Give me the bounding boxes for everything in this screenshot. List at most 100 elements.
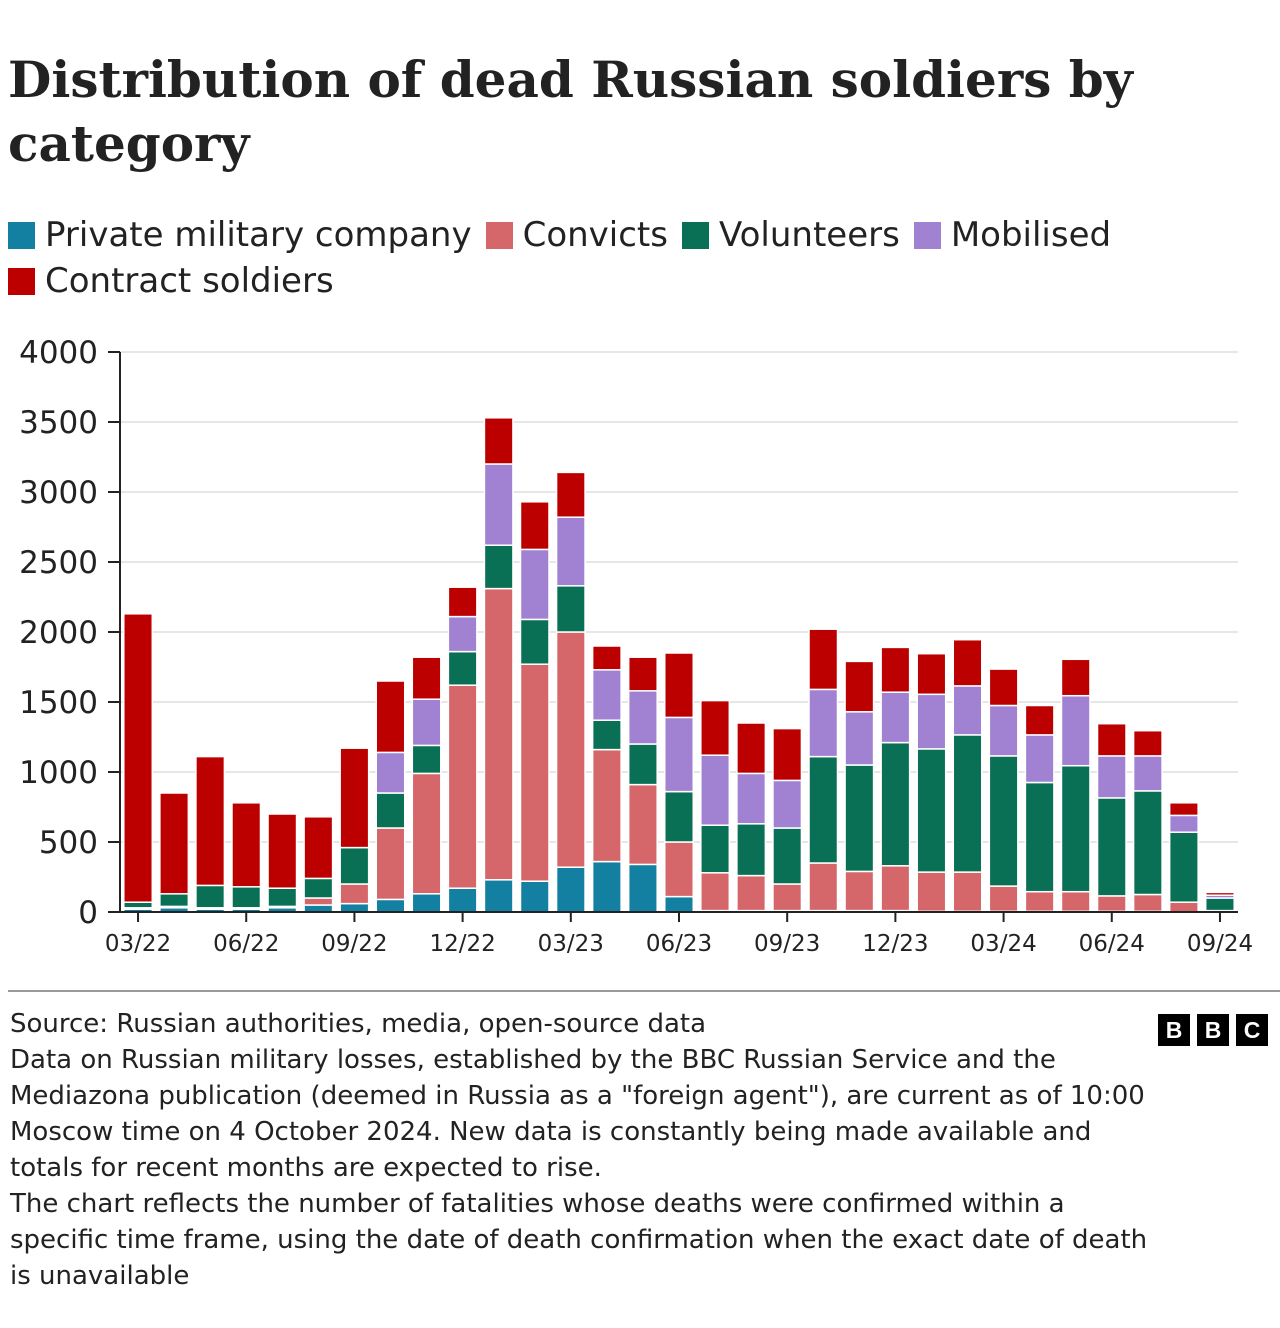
bar-segment <box>519 880 550 913</box>
bar-segment <box>952 734 983 873</box>
legend: Private military company Convicts Volunt… <box>8 212 1268 304</box>
bar-segment <box>1024 781 1055 893</box>
bar-segment <box>303 904 334 913</box>
x-tick-label: 06/23 <box>646 931 712 957</box>
bar-segment <box>591 748 622 863</box>
bar-segment <box>411 893 442 913</box>
bar-segment <box>447 615 478 653</box>
bar-segment <box>375 680 406 754</box>
bar-segment <box>555 471 586 518</box>
bar-segment <box>483 544 514 590</box>
bar-segment <box>664 841 694 898</box>
legend-swatch-contract-soldiers <box>8 267 35 295</box>
x-tick-label: 09/22 <box>321 931 387 957</box>
bar-segment <box>736 772 767 825</box>
bar-segment <box>1060 694 1091 767</box>
legend-label-mobilised: Mobilised <box>950 215 1112 255</box>
bar-segment <box>952 638 983 687</box>
bar-segment <box>1060 890 1091 913</box>
bar-segment <box>303 877 334 899</box>
y-tick-label: 2500 <box>19 545 98 581</box>
bar-segment <box>1024 704 1055 736</box>
bar-segment <box>591 719 622 751</box>
bbc-logo-letter: B <box>1158 1014 1190 1046</box>
y-tick-label: 1000 <box>19 755 98 791</box>
bbc-logo: B B C <box>1158 1014 1275 1046</box>
bar-segment <box>627 690 658 745</box>
bar-segment <box>447 887 478 913</box>
bar-segment <box>555 516 586 587</box>
bar-segment <box>700 754 731 826</box>
bar-segment <box>1024 734 1055 784</box>
bar-segment <box>1096 895 1127 913</box>
bar-segment <box>555 866 586 913</box>
legend-item-mobilised: Mobilised <box>913 212 1112 258</box>
bar-segment <box>808 755 839 864</box>
bar-segment <box>375 827 406 901</box>
bar-segment <box>303 816 334 880</box>
legend-item-volunteers: Volunteers <box>681 212 900 258</box>
footer-divider <box>8 990 1280 992</box>
bar-segment <box>736 874 767 912</box>
bar-segment <box>988 668 1019 707</box>
bar-segment <box>664 716 694 793</box>
bar-segment <box>591 645 622 671</box>
stacked-bar-chart: 0 500 1000 1500 2000 2500 3000 3500 4000 03/22 06/… <box>19 335 1253 957</box>
bar-segment <box>916 693 947 750</box>
bar-segment <box>844 660 875 713</box>
bar-segment <box>1096 722 1127 757</box>
bar-segment <box>736 823 767 877</box>
legend-swatch-mobilised <box>913 221 941 249</box>
bar-segment <box>411 698 442 747</box>
source-note: Source: Russian authorities, media, open… <box>10 1009 707 1039</box>
bar-segment <box>519 618 550 665</box>
x-tick-label: 06/24 <box>1079 931 1145 957</box>
data-note: Data on Russian military losses, establi… <box>10 1045 1145 1183</box>
legend-swatch-convicts <box>485 221 513 249</box>
bar-segment <box>952 685 983 736</box>
legend-label-contract-soldiers: Contract soldiers <box>45 261 334 301</box>
bar-segment <box>844 711 875 766</box>
legend-swatch-volunteers <box>681 221 709 249</box>
bar-segment <box>195 884 226 909</box>
legend-label-volunteers: Volunteers <box>718 215 900 255</box>
bar-segment <box>1132 790 1163 896</box>
y-tick-label: 2000 <box>19 615 98 651</box>
legend-item-private-military-company: Private military company <box>8 212 472 258</box>
bar-segment <box>1168 901 1199 913</box>
bar-segment <box>519 548 550 621</box>
bar-segment <box>1132 729 1163 757</box>
bar-segment <box>483 417 514 465</box>
x-tick-label: 03/23 <box>538 931 604 957</box>
bar-segment <box>772 827 803 885</box>
bar-segment <box>1060 764 1091 893</box>
bar-segment <box>123 901 154 909</box>
chart-title: Distribution of dead Russian soldiers by… <box>8 50 1133 173</box>
bar-segment <box>772 727 803 782</box>
bar-segment <box>1024 890 1055 913</box>
x-tick-label: 09/23 <box>754 931 820 957</box>
bar-segment <box>411 772 442 895</box>
bar-segment <box>627 863 658 913</box>
bar-segment <box>988 885 1019 913</box>
bar-segment <box>627 783 658 866</box>
y-tick-label: 0 <box>78 895 98 931</box>
y-tick-label: 3500 <box>19 405 98 441</box>
bar-segment <box>988 704 1019 757</box>
bar-segment <box>447 684 478 889</box>
bar-segment <box>591 860 622 913</box>
bar-segment <box>1132 755 1163 792</box>
bar-segment <box>339 747 370 849</box>
bar-segment <box>447 650 478 686</box>
bar-segment <box>844 870 875 912</box>
bar-segment <box>375 751 406 794</box>
bar-segment <box>1168 802 1199 817</box>
bar-segment <box>736 722 767 775</box>
bar-segment <box>916 748 947 873</box>
bar-segment <box>231 886 262 909</box>
x-tick-label: 03/24 <box>970 931 1036 957</box>
bar-segment <box>880 865 911 912</box>
bar-segment <box>664 652 694 719</box>
bar-segment <box>700 872 731 912</box>
bar-segment <box>1096 797 1127 897</box>
